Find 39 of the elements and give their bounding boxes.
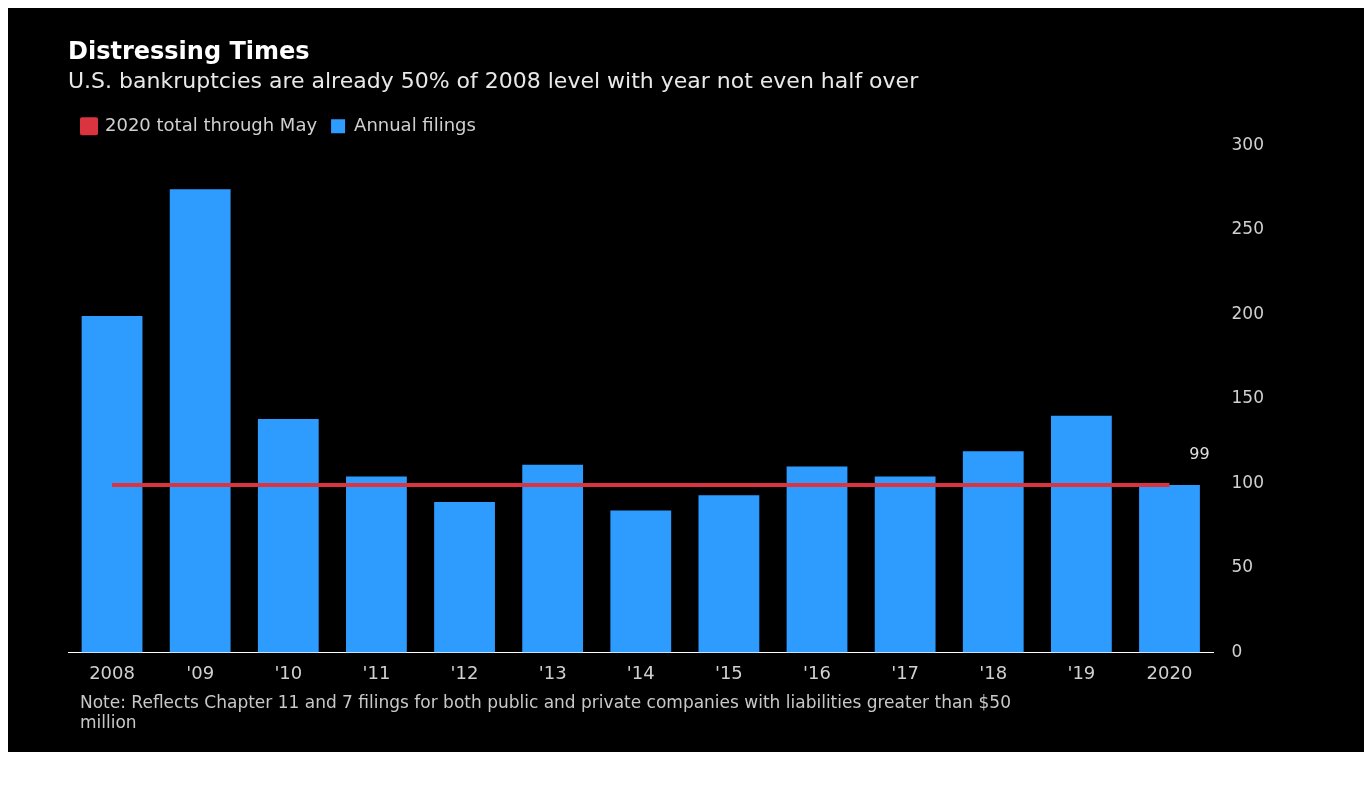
legend-label: 2020 total through May	[105, 113, 318, 135]
x-tick-label: 2020	[1146, 661, 1193, 683]
bar	[346, 476, 407, 653]
y-tick-label: 300	[1231, 133, 1265, 154]
bar	[698, 495, 760, 653]
y-tick-label: 100	[1231, 471, 1265, 492]
bar	[1139, 485, 1200, 653]
x-tick-label: '15	[714, 661, 743, 683]
legend-label: Annual filings	[354, 113, 476, 135]
x-tick-label: '10	[274, 661, 303, 683]
x-tick-label: '09	[186, 661, 215, 683]
bar	[257, 419, 319, 653]
bar	[786, 466, 848, 653]
bar	[434, 501, 495, 653]
x-tick-label: 2008	[89, 661, 135, 683]
data-label: 99	[1189, 444, 1210, 464]
x-tick-label: '14	[626, 661, 655, 683]
bar	[610, 510, 672, 653]
y-tick-label: 200	[1231, 302, 1265, 323]
y-tick-label: 150	[1231, 387, 1265, 408]
x-tick-label: '19	[1067, 661, 1096, 683]
chart-title: Distressing Times	[68, 36, 310, 65]
text: Note: Reflects Chapter 11 and 7 filings for both public and private companies with liabilities greater than $50 million	[80, 692, 1012, 732]
y-tick-label: 0	[1231, 640, 1243, 661]
bar	[962, 451, 1024, 653]
x-tick-label: '17	[891, 661, 920, 683]
y-tick-label: 50	[1231, 556, 1254, 577]
x-tick-label: '13	[538, 661, 567, 683]
x-tick-label: '16	[803, 661, 831, 683]
bar	[169, 189, 231, 653]
bar	[1050, 415, 1112, 653]
chart-subtitle: U.S. bankruptcies are already 50% of 2008 level with year not even half over	[68, 67, 920, 93]
bar	[874, 476, 936, 653]
x-tick-label: '12	[450, 661, 479, 683]
bar	[522, 464, 584, 653]
bar	[81, 315, 143, 653]
x-tick-label: '18	[979, 661, 1008, 683]
y-tick-label: 250	[1231, 218, 1265, 239]
x-tick-label: '11	[362, 661, 391, 683]
